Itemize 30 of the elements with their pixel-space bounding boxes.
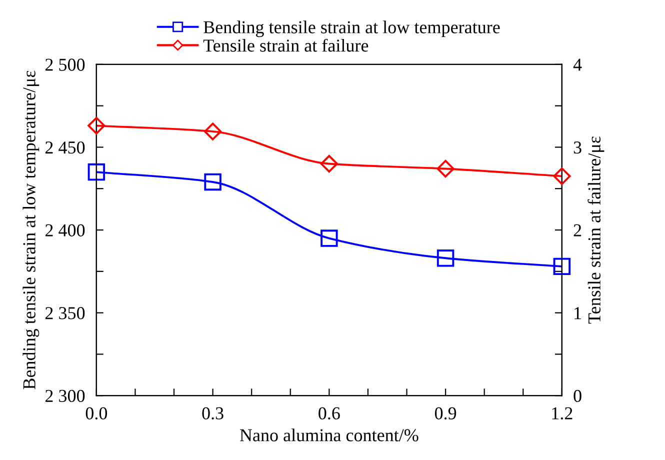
point	[204, 122, 222, 140]
point	[204, 173, 222, 191]
y-tick-label: 2 450	[45, 141, 85, 154]
y2-tick-label: 0	[574, 390, 582, 402]
x-tick-label: 1.2	[552, 407, 572, 420]
x-tick-label: 0.6	[318, 407, 340, 420]
point	[553, 167, 571, 186]
y2-tick-label: 4	[573, 58, 582, 71]
x-tick-label: 0.0	[86, 407, 108, 420]
y-axis-title: Bending tensile strain at low temperature/με	[22, 70, 40, 390]
y-tick-label: 2 500	[45, 58, 85, 71]
x-axis-title: Nano alumina content/%	[240, 428, 418, 442]
y2-tick-label: 1	[574, 307, 581, 320]
y2-axis-title: Tensile strain at failure/με	[588, 136, 604, 324]
point	[320, 230, 338, 247]
y2-tick-label: 3	[574, 142, 582, 154]
legend-label: Tensile strain at failure	[203, 38, 368, 52]
y-tick-label: 2 350	[45, 307, 85, 320]
point	[88, 163, 106, 181]
point	[436, 250, 454, 267]
point	[88, 116, 106, 135]
y2-tick-label: 2	[574, 224, 582, 236]
x-tick-label: 0.3	[202, 407, 224, 420]
legend-label: Bending tensile strain at low temperature	[204, 20, 500, 38]
point	[320, 154, 338, 173]
point	[436, 160, 454, 178]
point	[553, 258, 571, 276]
y-tick-label: 2 300	[45, 390, 85, 402]
x-tick-label: 0.9	[434, 407, 456, 420]
y-tick-label: 2 400	[45, 224, 85, 236]
